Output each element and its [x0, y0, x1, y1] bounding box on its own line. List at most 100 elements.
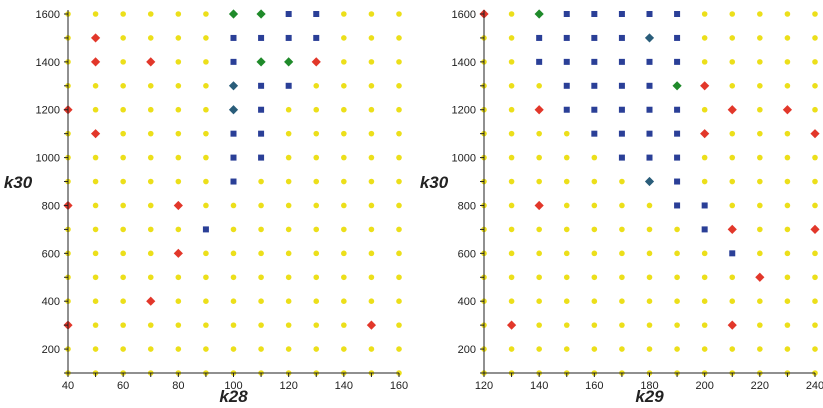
grid-point [563, 154, 570, 161]
grid-point [92, 250, 99, 257]
data-point-diamond [672, 81, 682, 91]
data-point-square [674, 58, 681, 65]
grid-point [92, 298, 99, 305]
data-point-diamond [506, 320, 517, 330]
grid-point [536, 250, 542, 257]
grid-point [701, 298, 708, 305]
grid-point [313, 346, 320, 352]
grid-point [619, 250, 625, 257]
grid-point [396, 274, 402, 281]
grid-point [591, 322, 598, 328]
grid-point [784, 59, 791, 65]
y-tick-label: 1400 [452, 57, 476, 69]
data-point-square [536, 58, 543, 65]
grid-point [784, 35, 791, 41]
data-point-diamond [146, 57, 156, 67]
grid-point [508, 298, 515, 305]
grid-point [646, 226, 653, 233]
data-point-diamond [173, 248, 183, 258]
grid-point [368, 178, 375, 185]
data-point-square [258, 82, 265, 89]
x-tick-label: 240 [806, 380, 823, 392]
data-point-square [563, 11, 570, 17]
grid-point [258, 250, 264, 257]
grid-point [563, 226, 570, 233]
grid-point [508, 202, 515, 209]
grid-point [784, 250, 791, 257]
grid-point [646, 202, 653, 209]
data-point-square [591, 130, 598, 137]
data-point-diamond [256, 9, 266, 19]
data-point-diamond [90, 129, 101, 139]
grid-point [313, 178, 320, 185]
grid-point [147, 83, 154, 89]
data-point-diamond [534, 200, 544, 211]
grid-point [120, 250, 126, 257]
grid-point [701, 346, 708, 352]
grid-point [175, 322, 182, 328]
grid-point [536, 130, 542, 137]
grid-point [701, 178, 708, 185]
grid-point [92, 274, 99, 281]
grid-point [368, 11, 375, 17]
data-point-square [563, 34, 570, 41]
grid-point [120, 154, 126, 161]
grid-point [757, 83, 763, 89]
data-point-diamond [644, 33, 655, 43]
data-point-square [258, 130, 265, 137]
grid-point [203, 130, 209, 137]
grid-point [120, 59, 126, 65]
grid-point [230, 274, 237, 281]
data-point-square [646, 58, 653, 65]
grid-point [757, 226, 763, 233]
grid-point [147, 202, 154, 209]
grid-point [341, 35, 347, 41]
data-point-diamond [810, 129, 820, 139]
data-point-square [591, 58, 598, 65]
data-point-square [701, 226, 708, 233]
grid-point [258, 178, 264, 185]
grid-point [285, 106, 292, 113]
grid-point [258, 346, 264, 352]
grid-point [230, 202, 237, 209]
x-tick-label: 140 [530, 380, 548, 392]
grid-point [563, 322, 570, 328]
grid-point [619, 178, 625, 185]
grid-point [536, 298, 542, 305]
data-point-diamond [727, 224, 737, 234]
grid-point [396, 106, 402, 113]
grid-point [203, 346, 209, 352]
grid-point [508, 35, 515, 41]
grid-point [313, 130, 320, 137]
grid-point [812, 35, 818, 41]
grid-point [757, 106, 763, 113]
grid-point [203, 298, 209, 305]
grid-point [812, 202, 818, 209]
grid-point [341, 346, 347, 352]
data-point-square [646, 154, 653, 161]
grid-point [701, 59, 708, 65]
grid-point [812, 106, 818, 113]
grid-point [701, 11, 708, 17]
grid-point [368, 59, 375, 65]
data-point-square [618, 58, 625, 65]
grid-point [313, 322, 320, 328]
y-tick-label: 1000 [452, 153, 476, 165]
grid-point [368, 83, 375, 89]
markers-k29 [479, 9, 820, 376]
grid-point [536, 346, 542, 352]
y-tick-label: 600 [458, 248, 476, 260]
grid-point [591, 346, 598, 352]
grid-point [674, 298, 680, 305]
data-point-square [618, 130, 625, 137]
grid-point [508, 226, 515, 233]
data-point-square [618, 82, 625, 89]
grid-point [757, 298, 763, 305]
grid-point [508, 274, 515, 281]
data-point-square [674, 154, 681, 161]
grid-point [701, 322, 708, 328]
grid-point [508, 130, 515, 137]
grid-point [230, 322, 237, 328]
y-tick-label: 200 [42, 344, 60, 356]
